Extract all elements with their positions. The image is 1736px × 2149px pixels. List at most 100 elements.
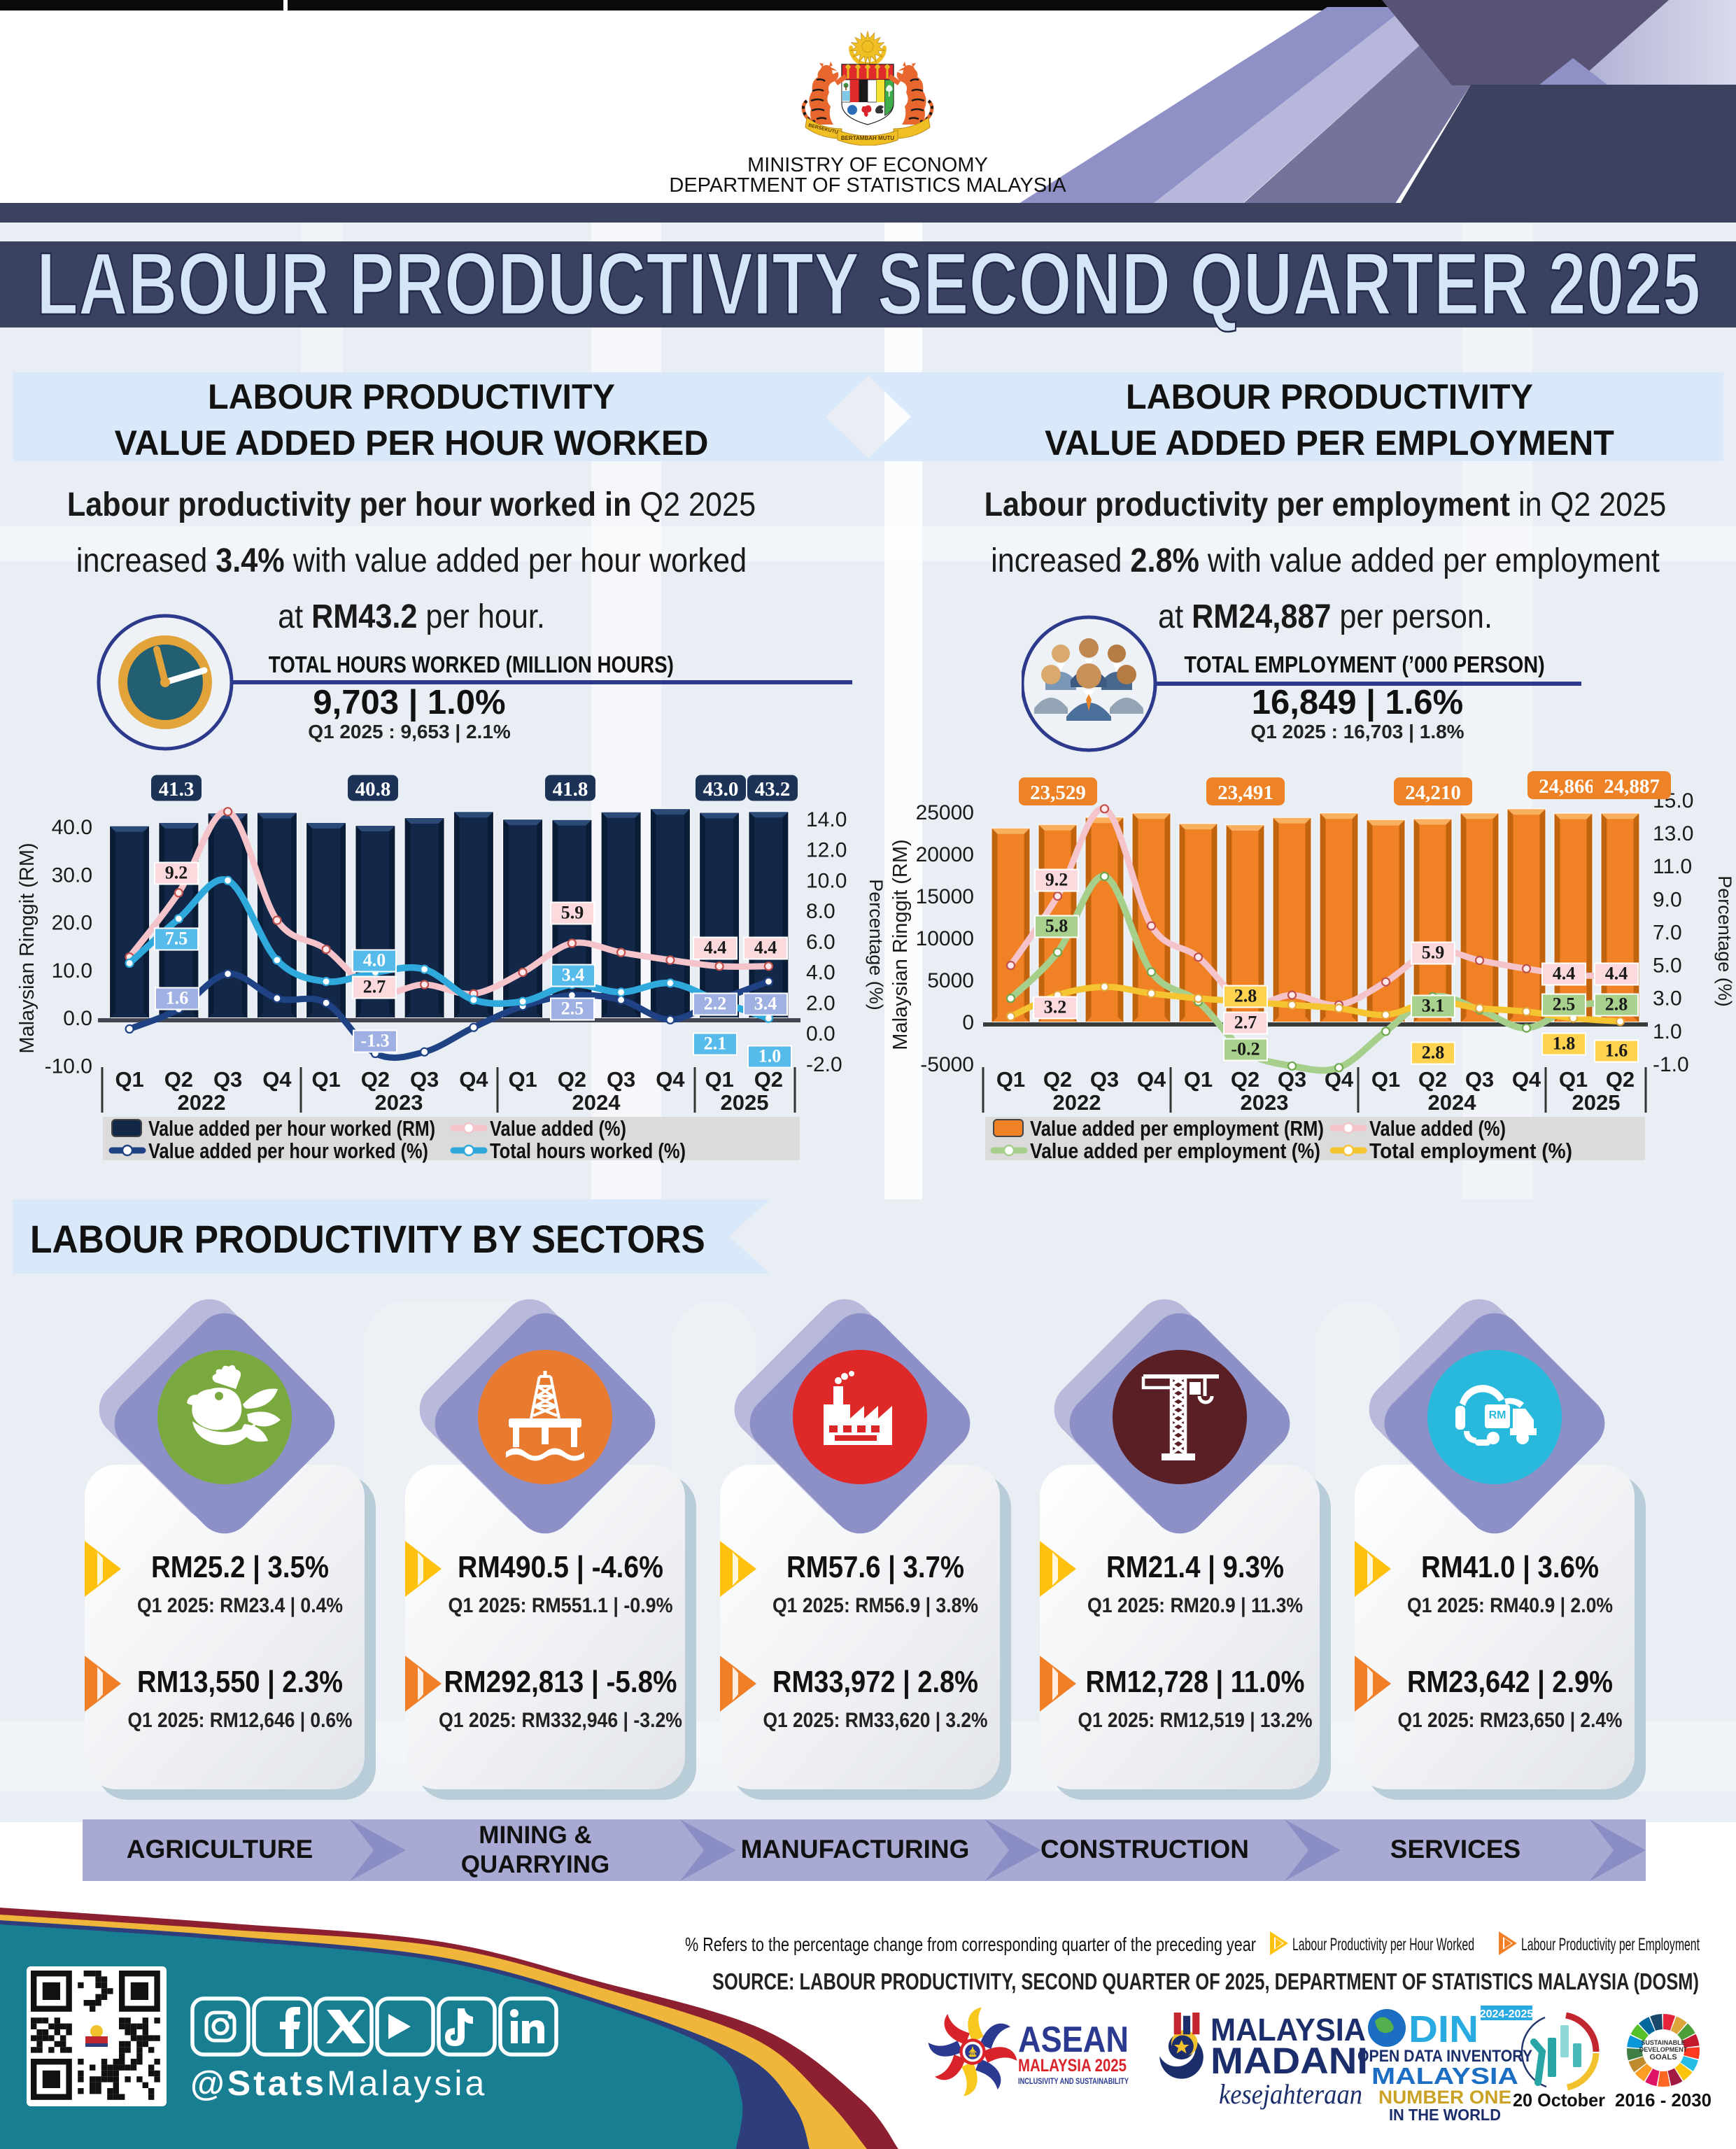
svg-text:Value added per employment (RM: Value added per employment (RM)	[1030, 1116, 1324, 1141]
svg-text:4.4: 4.4	[754, 938, 777, 958]
svg-text:1.0: 1.0	[1653, 1020, 1682, 1043]
svg-text:23,529: 23,529	[1030, 782, 1086, 804]
svg-text:Total employment (%): Total employment (%)	[1369, 1139, 1572, 1163]
svg-text:2.8: 2.8	[1605, 994, 1628, 1015]
svg-text:DEVELOPMENT: DEVELOPMENT	[1639, 2046, 1688, 2053]
svg-text:0.0: 0.0	[63, 1007, 92, 1030]
svg-text:2.7: 2.7	[1234, 1013, 1257, 1033]
svg-text:RM490.5 | -4.6%: RM490.5 | -4.6%	[458, 1550, 663, 1585]
svg-text:Percentage (%): Percentage (%)	[866, 879, 887, 1010]
svg-text:IN THE WORLD: IN THE WORLD	[1389, 2106, 1501, 2124]
svg-text:13.0: 13.0	[1653, 822, 1693, 845]
svg-text:-1.3: -1.3	[360, 1031, 389, 1051]
svg-text:Q4: Q4	[262, 1067, 292, 1092]
svg-text:Q4: Q4	[459, 1067, 488, 1092]
svg-text:14.0: 14.0	[806, 808, 847, 831]
svg-text:Q4: Q4	[1512, 1067, 1541, 1092]
svg-text:25000: 25000	[916, 801, 974, 824]
svg-text:43.0: 43.0	[703, 778, 739, 801]
svg-text:GOALS: GOALS	[1649, 2053, 1677, 2062]
svg-text:6.0: 6.0	[806, 931, 835, 954]
svg-text:INCLUSIVITY AND SUSTAINABILITY: INCLUSIVITY AND SUSTAINABILITY	[1018, 2076, 1129, 2086]
svg-text:Q2: Q2	[1231, 1067, 1259, 1092]
svg-text:RM13,550 | 2.3%: RM13,550 | 2.3%	[137, 1665, 343, 1700]
svg-text:Q2: Q2	[361, 1067, 390, 1092]
svg-text:9.0: 9.0	[1653, 888, 1682, 911]
svg-text:1.8: 1.8	[1553, 1034, 1576, 1054]
svg-text:Q2: Q2	[164, 1067, 193, 1092]
svg-text:12.0: 12.0	[806, 839, 847, 862]
svg-text:-5000: -5000	[920, 1053, 974, 1076]
svg-text:5.0: 5.0	[1653, 954, 1682, 978]
svg-text:Value added (%): Value added (%)	[1369, 1116, 1506, 1141]
svg-text:Q1: Q1	[311, 1067, 340, 1092]
svg-text:RM57.6 | 3.7%: RM57.6 | 3.7%	[786, 1550, 964, 1585]
svg-text:Percentage (%): Percentage (%)	[1714, 875, 1735, 1007]
svg-text:5.9: 5.9	[1422, 943, 1445, 963]
svg-text:20.0: 20.0	[52, 912, 92, 935]
svg-text:Labour Productivity per Employ: Labour Productivity per Employment	[1521, 1935, 1700, 1954]
svg-text:40.0: 40.0	[52, 816, 92, 839]
svg-text:2022: 2022	[1053, 1090, 1101, 1115]
svg-text:NUMBER ONE: NUMBER ONE	[1378, 2087, 1511, 2108]
svg-text:4.0: 4.0	[363, 950, 386, 971]
svg-text:30.0: 30.0	[52, 864, 92, 887]
svg-text:41.8: 41.8	[553, 778, 588, 801]
svg-text:Q1: Q1	[508, 1067, 537, 1092]
svg-text:9.2: 9.2	[1045, 870, 1068, 890]
svg-text:MALAYSIA: MALAYSIA	[1211, 2012, 1366, 2048]
svg-text:Q2: Q2	[1606, 1067, 1635, 1092]
svg-text:2.8: 2.8	[1234, 986, 1257, 1006]
svg-text:DIN: DIN	[1409, 2008, 1479, 2050]
svg-text:3.4: 3.4	[754, 994, 777, 1014]
svg-text:5.9: 5.9	[561, 903, 584, 923]
svg-text:3.2: 3.2	[1044, 997, 1067, 1017]
svg-text:2.0: 2.0	[806, 992, 835, 1015]
svg-text:2.8: 2.8	[1422, 1043, 1445, 1063]
svg-text:-1.0: -1.0	[1653, 1053, 1689, 1076]
svg-text:24,866: 24,866	[1539, 775, 1595, 798]
svg-text:10000: 10000	[916, 927, 974, 950]
svg-text:OPEN DATA INVENTORY: OPEN DATA INVENTORY	[1357, 2047, 1532, 2066]
svg-text:1.6: 1.6	[166, 988, 189, 1008]
svg-text:ASEAN: ASEAN	[1018, 2020, 1129, 2060]
svg-text:Q2: Q2	[1043, 1067, 1072, 1092]
svg-text:Malaysian Ringgit (RM): Malaysian Ringgit (RM)	[16, 843, 38, 1053]
svg-text:4.0: 4.0	[806, 961, 835, 985]
svg-text:Q1 2025: RM332,946 | -3.2%: Q1 2025: RM332,946 | -3.2%	[439, 1709, 682, 1732]
svg-text:-10.0: -10.0	[45, 1055, 92, 1078]
svg-text:41.3: 41.3	[159, 778, 195, 801]
svg-text:15000: 15000	[916, 885, 974, 908]
svg-text:10.0: 10.0	[52, 959, 92, 982]
svg-text:Value added per hour worked (%: Value added per hour worked (%)	[148, 1139, 428, 1163]
svg-text:Q1 2025: RM20.9 | 11.3%: Q1 2025: RM20.9 | 11.3%	[1087, 1594, 1303, 1617]
svg-text:2016 - 2030: 2016 - 2030	[1615, 2090, 1712, 2111]
svg-text:Q1: Q1	[1559, 1067, 1588, 1092]
svg-text:Q1: Q1	[705, 1067, 733, 1092]
svg-text:4.4: 4.4	[1605, 964, 1628, 984]
svg-text:8.0: 8.0	[806, 900, 835, 923]
svg-text:2.5: 2.5	[561, 999, 584, 1019]
svg-text:2023: 2023	[375, 1090, 423, 1115]
svg-text:10.0: 10.0	[806, 869, 847, 892]
svg-text:Q3: Q3	[607, 1067, 635, 1092]
svg-text:Value added (%): Value added (%)	[490, 1116, 626, 1141]
svg-text:Q3: Q3	[1090, 1067, 1119, 1092]
svg-text:BERTAMBAH MUTU: BERTAMBAH MUTU	[841, 135, 895, 141]
svg-text:Q1 2025: RM33,620 | 3.2%: Q1 2025: RM33,620 | 3.2%	[763, 1709, 988, 1732]
svg-text:9.2: 9.2	[165, 863, 188, 883]
svg-text:Malaysian Ringgit (RM): Malaysian Ringgit (RM)	[889, 839, 912, 1050]
svg-text:MALAYSIA 2025: MALAYSIA 2025	[1018, 2056, 1127, 2076]
svg-text:11.0: 11.0	[1653, 855, 1692, 878]
svg-text:Value added per hour worked (R: Value added per hour worked (RM)	[148, 1116, 435, 1141]
svg-text:Value added per employment (%): Value added per employment (%)	[1030, 1139, 1320, 1163]
svg-text:1.0: 1.0	[758, 1046, 782, 1066]
svg-text:RM23,642 | 2.9%: RM23,642 | 2.9%	[1407, 1665, 1613, 1700]
svg-text:kesejahteraan: kesejahteraan	[1219, 2078, 1362, 2110]
svg-text:2.2: 2.2	[704, 994, 727, 1014]
svg-text:Q3: Q3	[1278, 1067, 1306, 1092]
svg-text:7.5: 7.5	[165, 929, 188, 949]
svg-text:RM25.2 | 3.5%: RM25.2 | 3.5%	[151, 1550, 329, 1585]
svg-text:MALAYSIA: MALAYSIA	[1371, 2063, 1518, 2089]
svg-text:7.0: 7.0	[1653, 921, 1682, 944]
